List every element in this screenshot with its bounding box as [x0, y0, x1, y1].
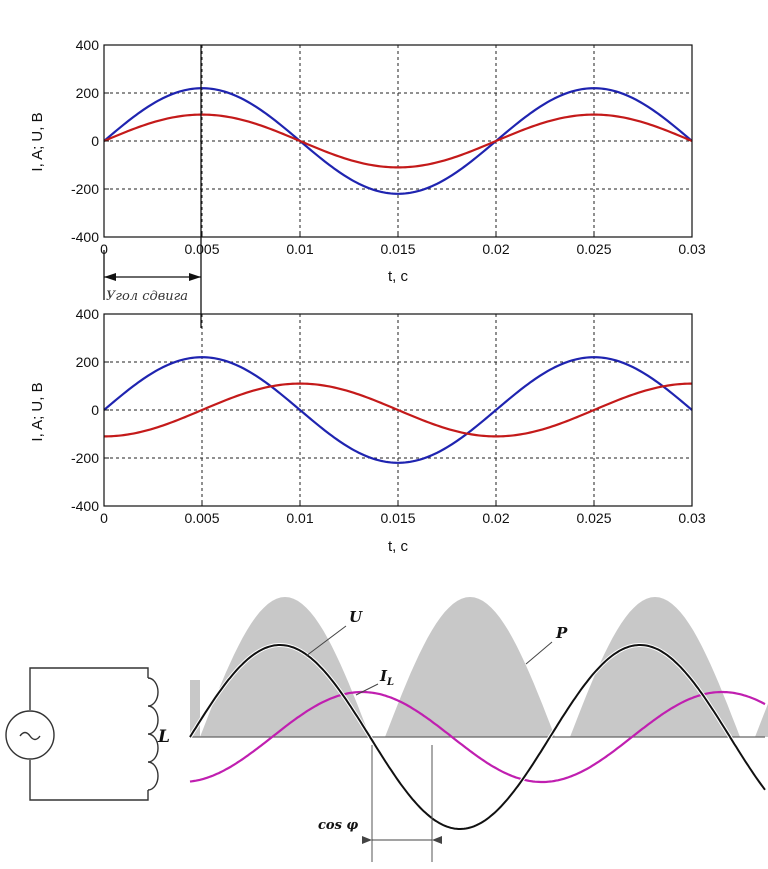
inductor-icon — [147, 677, 159, 791]
phase-arrow-head-right — [189, 273, 201, 281]
chart-2-xtick-label: 0 — [100, 510, 108, 526]
chart-2: 0 0.005 0.01 0.015 0.02 0.025 0.03 400 200 0 -200 -… — [71, 306, 706, 526]
chart-1-ylabel: I, A; U, B — [29, 112, 46, 171]
chart-1-ytick-label: 0 — [91, 133, 99, 149]
chart-2-xtick-label: 0.005 — [184, 510, 219, 526]
ac-wave-icon — [19, 731, 41, 741]
power-hump — [385, 597, 555, 737]
power-hump — [570, 597, 740, 737]
waveform-diagram — [188, 597, 768, 862]
chart-1-xtick-label: 0.005 — [184, 241, 219, 257]
chart-2-ytick-label: 400 — [76, 306, 100, 322]
chart-1-series-1 — [103, 113, 693, 169]
chart-2-xtick-label: 0.02 — [482, 510, 509, 526]
current-leader — [355, 683, 379, 696]
current-label: IL — [379, 667, 394, 688]
chart-2-ylabel: I, A; U, B — [29, 382, 46, 441]
chart-2-xtick-label: 0.015 — [380, 510, 415, 526]
chart-1-xtick-label: 0.025 — [576, 241, 611, 257]
chart-1-xlabel: t, c — [388, 268, 409, 285]
power-leader — [525, 641, 553, 665]
power-hump — [755, 703, 768, 737]
power-edge — [190, 680, 200, 737]
chart-1-xtick-label: 0.01 — [286, 241, 313, 257]
circuit-wire-bottom — [29, 760, 149, 801]
chart-2-xtick-label: 0.01 — [286, 510, 313, 526]
current-curve — [189, 690, 766, 784]
chart-1-ytick-label: 400 — [76, 37, 100, 53]
phase-arrow-head-left — [104, 273, 116, 281]
chart-2-ytick-label: 200 — [76, 354, 100, 370]
chart-1-xtick-label: 0.03 — [678, 241, 705, 257]
cos-arrow-left — [362, 836, 372, 844]
power-hump — [200, 597, 370, 737]
voltage-label: U — [349, 608, 363, 626]
chart-1-ytick-label: -200 — [71, 181, 99, 197]
chart-1: 0 0.005 0.01 0.015 0.02 0.025 0.03 400 200 0 -200 -… — [71, 37, 706, 257]
chart-1-xtick-label: 0 — [100, 241, 108, 257]
chart-2-ytick-label: 0 — [91, 402, 99, 418]
voltage-leader — [305, 625, 347, 657]
chart-2-ytick-label: -200 — [71, 450, 99, 466]
chart-2-xtick-label: 0.03 — [678, 510, 705, 526]
chart-2-series-0 — [103, 356, 693, 464]
chart-1-ytick-label: 200 — [76, 85, 100, 101]
chart-2-ytick-label: -400 — [71, 498, 99, 514]
circuit-diagram — [5, 667, 159, 801]
chart-1-xtick-label: 0.015 — [380, 241, 415, 257]
inductor-label: L — [157, 727, 170, 747]
cos-arrow-right — [432, 836, 442, 844]
power-label: P — [555, 624, 568, 642]
chart-1-ytick-label: -400 — [71, 229, 99, 245]
circuit-wire-top — [29, 667, 149, 710]
phase-shift-label: Угол сдвига — [106, 289, 188, 304]
chart-2-series-1 — [103, 382, 693, 438]
voltage-curve — [189, 644, 766, 830]
chart-2-xtick-label: 0.025 — [576, 510, 611, 526]
chart-1-xtick-label: 0.02 — [482, 241, 509, 257]
chart-2-xlabel: t, c — [388, 538, 409, 555]
phase-shift-annotation: Угол сдвига — [103, 45, 202, 328]
chart-1-series-0 — [103, 87, 693, 195]
cos-phi-label: cos φ — [318, 818, 358, 833]
